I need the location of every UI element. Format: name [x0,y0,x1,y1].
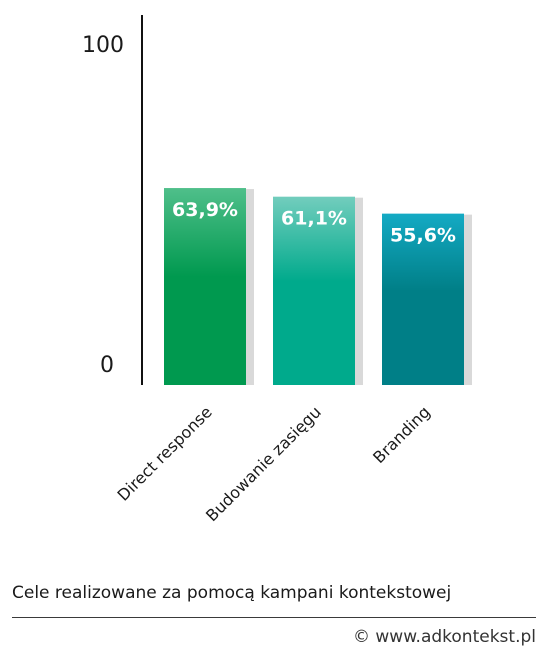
bar-branding [382,213,464,385]
x-tick-label-direct-response: Direct response [114,402,216,504]
x-tick-label-budowanie-zasiegu: Budowanie zasięgu [202,402,325,525]
y-tick-label-100: 100 [82,33,124,58]
x-tick-label-branding: Branding [369,402,434,467]
y-tick-label-0: 0 [100,353,114,378]
data-label-branding: 55,6% [390,225,456,247]
bar-chart: 100 0 63,9% Direct response 61,1% Budowanie… [82,15,472,525]
copyright-link[interactable]: © www.adkontekst.pl [353,627,536,647]
data-label-direct-response: 63,9% [172,199,238,221]
caption-divider [12,617,536,618]
chart-caption: Cele realizowane za pomocą kampani konte… [12,583,452,603]
bar-budowanie-zasiegu [273,196,355,385]
bar-direct-response [164,188,246,385]
data-label-budowanie-zasiegu: 61,1% [281,208,347,230]
